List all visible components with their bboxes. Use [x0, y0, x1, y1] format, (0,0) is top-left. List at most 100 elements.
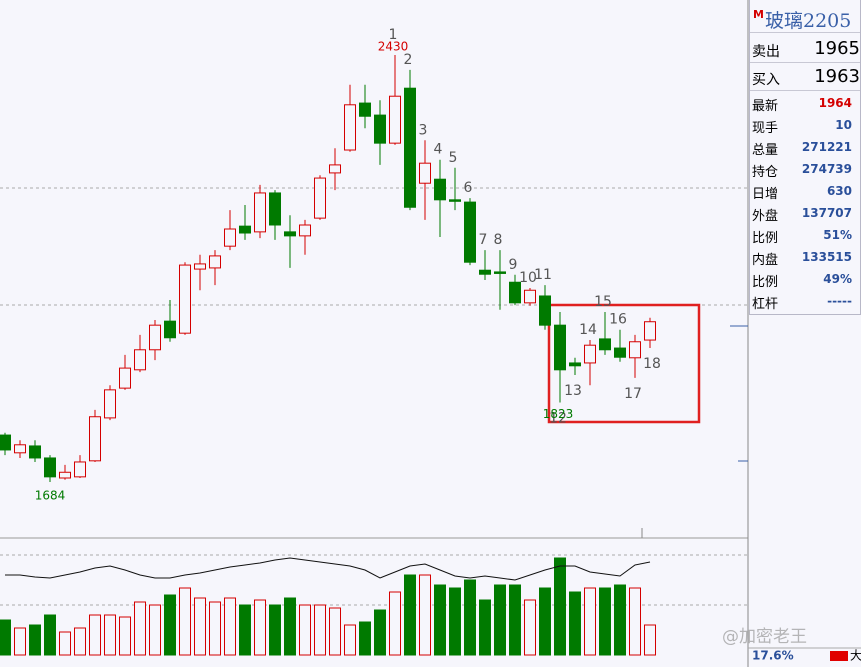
volume-bar [239, 604, 251, 656]
status-badge: 大 [850, 649, 861, 663]
volume-bar [479, 599, 491, 656]
volume-bar [224, 597, 236, 656]
stat-row: 外盘 137707 [750, 202, 860, 224]
volume-bar [599, 587, 611, 656]
volume-bar [149, 604, 161, 656]
price-label: 2430 [378, 40, 409, 54]
stat-value: 49% [823, 272, 852, 286]
candle-body [554, 324, 566, 371]
volume-bar [389, 591, 401, 656]
candle-body [164, 320, 176, 339]
quote-label: 卖出 [752, 44, 780, 60]
stat-label: 日增 [752, 187, 779, 202]
highlight-box [547, 303, 701, 424]
stat-row: 持仓 274739 [750, 158, 860, 180]
stat-value: ----- [827, 294, 852, 308]
candle-body [149, 324, 161, 351]
status-percent: 17.6% [752, 649, 794, 663]
volume-bar [344, 624, 356, 656]
stat-value: 51% [823, 228, 852, 242]
stat-label: 内盘 [752, 253, 779, 268]
volume-bar [134, 601, 146, 656]
stat-label: 持仓 [752, 165, 779, 180]
candle-number: 1 [389, 27, 398, 43]
volume-bar [29, 624, 41, 656]
volume-bar [359, 621, 371, 656]
volume-bar [404, 574, 416, 656]
volume-bar [89, 614, 101, 656]
candle-number: 16 [609, 312, 627, 328]
candle-body [314, 177, 326, 219]
candle-number: 8 [494, 232, 503, 248]
volume-bar [524, 599, 536, 656]
candle-body [29, 445, 41, 459]
volume-bar [539, 587, 551, 656]
stat-value: 133515 [801, 250, 852, 264]
candle-body [524, 289, 536, 304]
volume-bar [269, 604, 281, 656]
quote: 买入 1963 [750, 63, 860, 91]
candle-body [449, 199, 461, 202]
candle-number: 6 [464, 180, 473, 196]
volume-bar [194, 597, 206, 656]
candle-body [134, 349, 146, 371]
volume-bar [119, 616, 131, 656]
stat-row: 日增 630 [750, 180, 860, 202]
candle-body [119, 367, 131, 389]
candle-number: 5 [449, 150, 458, 166]
candle-body [629, 341, 641, 359]
stat-label: 比例 [752, 231, 779, 246]
candle-body [104, 389, 116, 419]
candle-body [269, 192, 281, 226]
stat-label: 外盘 [752, 209, 779, 224]
stat-row: 现手 10 [750, 114, 860, 136]
candle-body [404, 87, 416, 208]
candle-body [0, 434, 11, 451]
stat-label: 现手 [752, 121, 779, 136]
volume-bar [554, 557, 566, 656]
candle-number: 9 [509, 257, 518, 273]
stat-row: 比例 49% [750, 268, 860, 290]
candle-body [479, 269, 491, 275]
candle-body [89, 416, 101, 462]
candle-body [44, 457, 56, 478]
candle-body [434, 178, 446, 201]
volume-bar [299, 604, 311, 656]
volume-bar [104, 614, 116, 656]
stat-label: 总量 [752, 143, 779, 158]
candle-number: 10 [519, 270, 537, 286]
volume-bar [0, 619, 11, 656]
stat-row: 杠杆 ----- [750, 290, 860, 312]
volume-bar [329, 607, 341, 656]
volume-bar [44, 614, 56, 656]
volume-bar [509, 584, 521, 656]
marker: M [753, 8, 764, 21]
volume-bar [74, 627, 86, 656]
volume-bar [494, 584, 506, 656]
watermark: @加密老王 [722, 627, 807, 647]
price-label: 1684 [35, 489, 66, 503]
price-label: 1823 [543, 407, 574, 421]
candle-body [614, 347, 626, 358]
candle-body [329, 164, 341, 174]
candle-body [584, 344, 596, 364]
volume-bar [59, 631, 71, 656]
quote: 卖出 1965 [750, 35, 860, 63]
candle-number: 7 [479, 232, 488, 248]
symbol: 玻璃2205 [765, 10, 852, 32]
candle-body [419, 162, 431, 184]
candle-number: 12 [549, 410, 567, 426]
quote-label: 买入 [752, 72, 780, 88]
volume-bar [14, 627, 26, 656]
candle-number: 2 [404, 52, 413, 68]
stat-value: 10 [835, 118, 852, 132]
candle-body [359, 102, 371, 117]
stat-value: 271221 [801, 140, 852, 154]
candle-body [344, 104, 356, 151]
volume-bar [629, 587, 641, 656]
stat-value: 1964 [818, 96, 852, 110]
candle-body [539, 295, 551, 326]
volume-bar [569, 591, 581, 656]
